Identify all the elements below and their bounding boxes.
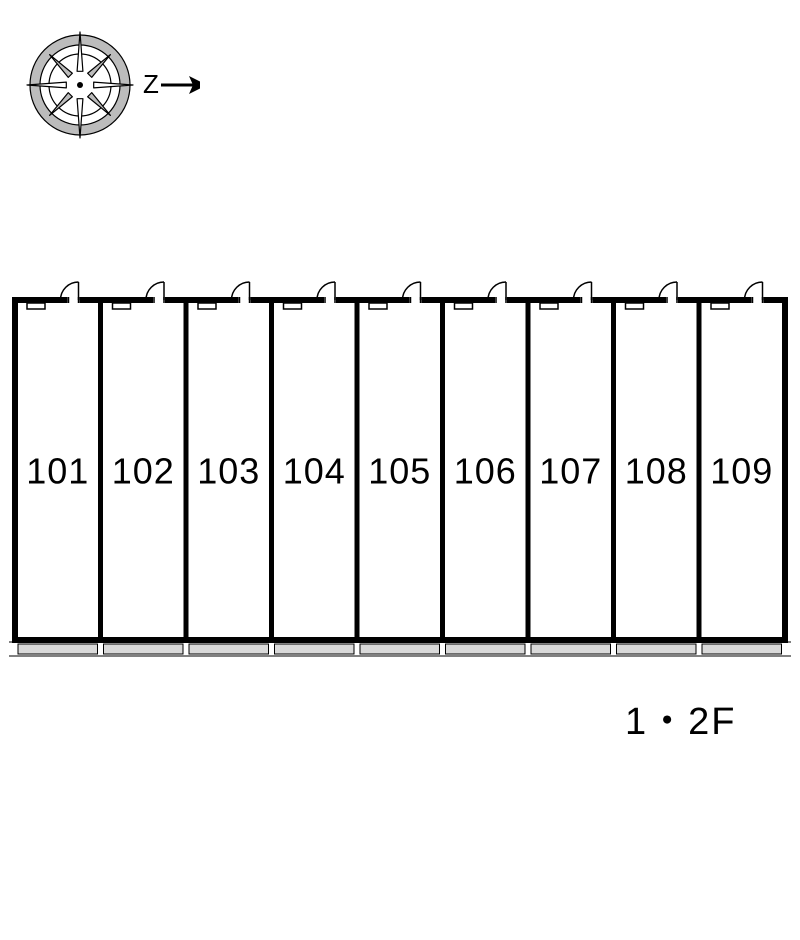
floor-label: 1・2F [625,690,736,745]
unit-label: 106 [454,451,517,492]
unit-label: 107 [539,451,602,492]
unit-label: 102 [112,451,175,492]
unit-label: 101 [26,451,89,492]
canvas: Z 101102103104105106107108109 1・2F [0,0,800,940]
unit-label: 104 [283,451,346,492]
unit-label: 108 [625,451,688,492]
floor-plan: 101 102 103 104 105 106 107 108 109 [0,0,800,700]
unit-label: 105 [368,451,431,492]
unit-label: 103 [197,451,260,492]
unit-label: 109 [710,451,773,492]
